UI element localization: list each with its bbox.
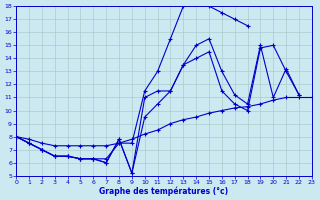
X-axis label: Graphe des températures (°c): Graphe des températures (°c): [100, 186, 228, 196]
